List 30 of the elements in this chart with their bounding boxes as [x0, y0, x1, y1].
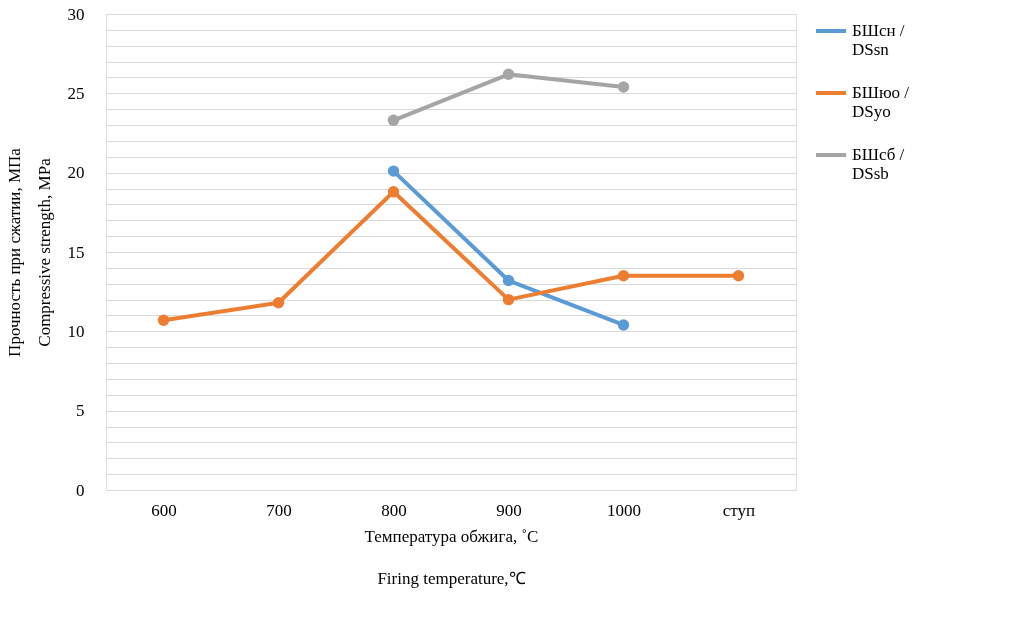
x-tick-label: 700 — [266, 500, 292, 520]
point — [502, 274, 515, 287]
legend-label: БШсб / DSsb — [852, 145, 905, 183]
point — [617, 81, 630, 93]
y-tick-label: 10 — [67, 321, 85, 341]
point — [387, 114, 400, 126]
point — [272, 297, 285, 309]
y-tick-label: 20 — [67, 163, 85, 183]
x-tick-label: ступ — [722, 500, 756, 520]
y-tick-label: 30 — [67, 4, 85, 24]
y-tick-label: 15 — [67, 242, 85, 262]
point — [157, 314, 170, 326]
x-tick-label: 600 — [151, 500, 177, 520]
text: Температура обжига, ˚С Firing temperature,℃ — [364, 526, 539, 588]
y-tick-label: 5 — [76, 401, 85, 421]
point — [502, 68, 515, 80]
x-tick-label: 900 — [496, 500, 522, 520]
x-tick-label: 800 — [381, 500, 407, 520]
legend-label: БШюо / DSyo — [852, 83, 910, 121]
y-tick-label: 0 — [76, 480, 85, 500]
point — [502, 293, 515, 306]
point — [617, 319, 630, 331]
point — [387, 165, 400, 177]
x-tick-label: 1000 — [607, 500, 641, 520]
y-tick-label: 25 — [67, 83, 85, 103]
point — [387, 186, 400, 198]
point — [732, 270, 745, 282]
point — [617, 270, 630, 282]
legend-label: БШсн / DSsn — [852, 21, 905, 59]
y-axis-title: Прочность при сжатии, МПа Compressive strength, MPa — [4, 147, 54, 357]
